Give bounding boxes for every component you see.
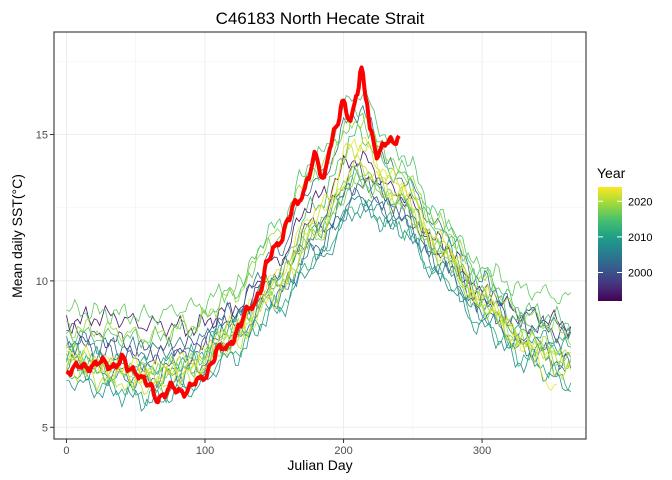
legend-tick-label: 2020 bbox=[628, 196, 652, 208]
highlight-series bbox=[65, 65, 401, 405]
series-line-2016 bbox=[66, 106, 572, 326]
y-tick-label: 15 bbox=[36, 129, 48, 141]
plot-panel-border bbox=[53, 31, 587, 440]
series-line-2015 bbox=[66, 90, 572, 349]
legend-tick-label: 2000 bbox=[628, 268, 652, 280]
series-line-2023 bbox=[66, 136, 557, 392]
series-line-2010 bbox=[66, 166, 571, 376]
y-axis-title: Mean daily SST(°C) bbox=[9, 174, 25, 298]
x-axis-title: Julian Day bbox=[287, 457, 352, 473]
x-tick-label: 100 bbox=[196, 445, 214, 457]
series-line-2012 bbox=[66, 198, 572, 407]
chart-title: C46183 North Hecate Strait bbox=[216, 9, 425, 28]
series-line-1997 bbox=[66, 163, 572, 366]
series-line-2024-highlight bbox=[65, 65, 401, 405]
series-lines bbox=[66, 90, 572, 412]
y-tick-label: 5 bbox=[42, 422, 48, 434]
series-line-2018 bbox=[66, 167, 572, 393]
x-tick-label: 200 bbox=[334, 445, 352, 457]
legend-tick-label: 2010 bbox=[628, 232, 652, 244]
legend-ticks: 2000 2010 2020 bbox=[598, 196, 652, 280]
color-legend: Year 2000 2010 2020 bbox=[597, 165, 652, 301]
y-tick-label: 10 bbox=[36, 276, 48, 288]
x-tick-label: 300 bbox=[473, 445, 491, 457]
x-tick-label: 0 bbox=[63, 445, 69, 457]
series-line-2022 bbox=[66, 153, 572, 392]
series-line-1994 bbox=[66, 150, 572, 339]
series-line-2020 bbox=[66, 162, 572, 383]
legend-colorbar bbox=[598, 187, 622, 301]
series-line-2004 bbox=[66, 104, 572, 361]
axis-ticks: 0 100 200 300 5 10 15 bbox=[36, 129, 492, 457]
legend-title: Year bbox=[597, 165, 626, 181]
gridlines bbox=[54, 32, 586, 439]
